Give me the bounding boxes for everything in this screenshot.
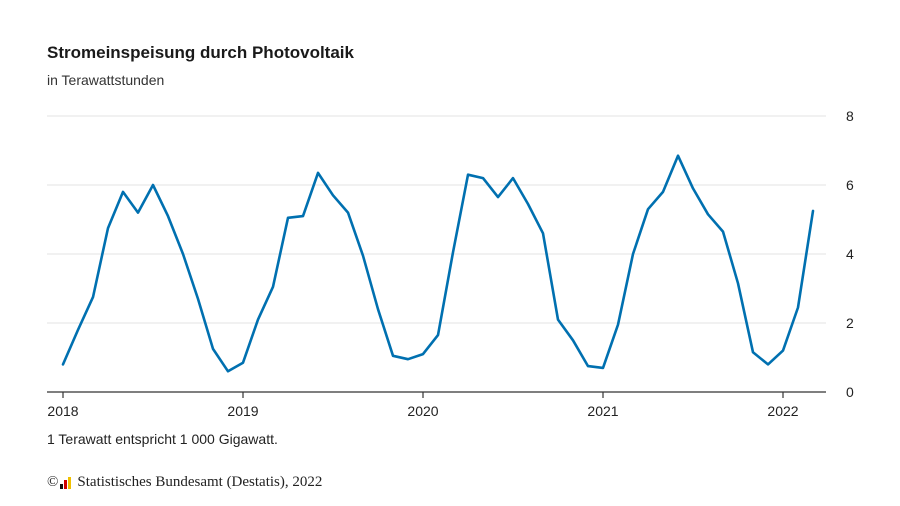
copyright-symbol: © [47,474,59,490]
source-text: Statistisches Bundesamt (Destatis), 2022 [77,474,323,490]
y-tick-label: 6 [846,177,854,193]
x-tick-label: 2021 [587,403,618,419]
x-tick-label: 2018 [47,403,78,419]
chart-note: 1 Terawatt entspricht 1 000 Gigawatt. [47,431,278,447]
series-line [61,154,815,373]
x-tick-label: 2019 [227,403,258,419]
y-tick-label: 4 [846,246,854,262]
line-chart: 0 2 4 6 8 2018 2019 2020 2021 2022 [47,108,854,419]
x-tick-label: 2020 [407,403,438,419]
chart-title: Stromeinspeisung durch Photovoltaik [47,43,354,62]
source-line: © Statistisches Bundesamt (Destatis), 20… [47,474,322,491]
y-tick-label: 0 [846,384,854,400]
x-tick-label: 2022 [767,403,798,419]
destatis-logo-icon [60,476,74,489]
y-tick-label: 8 [846,108,854,124]
y-tick-label: 2 [846,315,854,331]
chart-subtitle: in Terawattstunden [47,72,165,88]
